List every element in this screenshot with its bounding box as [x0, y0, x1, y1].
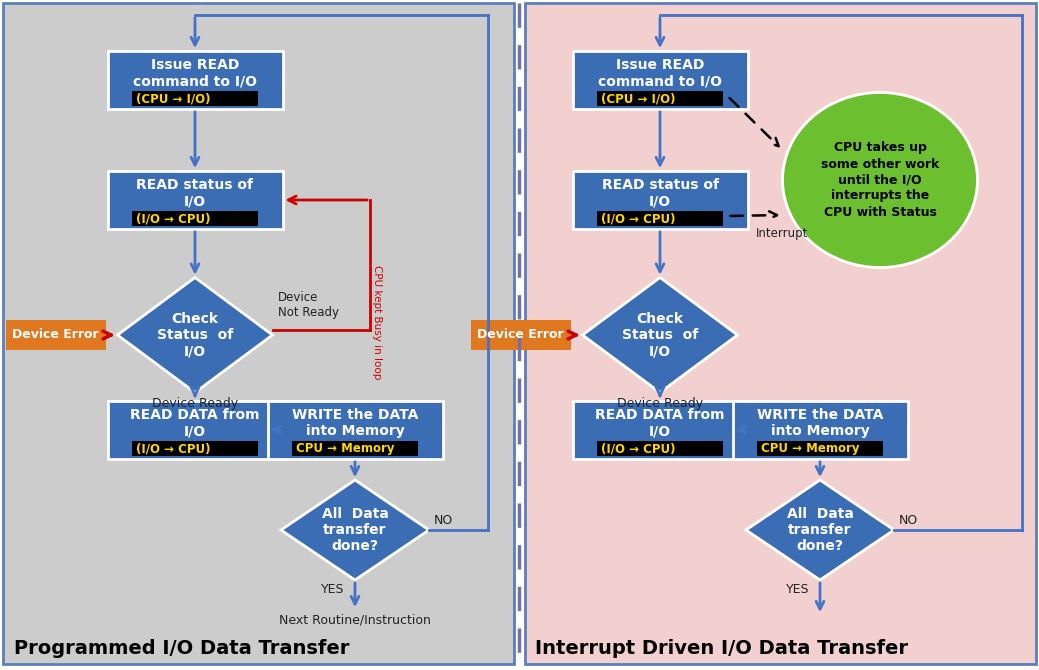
Text: CPU kept Busy in loop: CPU kept Busy in loop [372, 265, 382, 379]
FancyBboxPatch shape [132, 441, 258, 456]
Text: Issue READ
command to I/O: Issue READ command to I/O [133, 58, 257, 88]
Text: NO: NO [434, 513, 453, 527]
Text: Interrupt: Interrupt [755, 227, 808, 240]
Text: Issue READ
command to I/O: Issue READ command to I/O [598, 58, 722, 88]
Text: CPU → Memory: CPU → Memory [761, 442, 859, 455]
FancyBboxPatch shape [107, 51, 283, 109]
Text: Next Routine/Instruction: Next Routine/Instruction [279, 614, 431, 626]
Text: Check
Status  of
I/O: Check Status of I/O [157, 312, 233, 358]
Text: YES: YES [787, 583, 809, 596]
Text: (CPU → I/O): (CPU → I/O) [601, 92, 675, 105]
Text: Device
Not Ready: Device Not Ready [277, 291, 339, 319]
Text: (I/O → CPU): (I/O → CPU) [601, 212, 675, 225]
FancyBboxPatch shape [572, 401, 747, 459]
FancyBboxPatch shape [107, 171, 283, 229]
Polygon shape [746, 480, 894, 580]
FancyBboxPatch shape [732, 401, 907, 459]
Text: All  Data
transfer
done?: All Data transfer done? [787, 507, 853, 553]
Text: READ DATA from
I/O: READ DATA from I/O [130, 408, 260, 438]
Text: Device Error: Device Error [12, 328, 99, 342]
Text: WRITE the DATA
into Memory: WRITE the DATA into Memory [756, 408, 883, 438]
FancyBboxPatch shape [3, 3, 514, 664]
Text: Programmed I/O Data Transfer: Programmed I/O Data Transfer [14, 639, 349, 658]
Text: WRITE the DATA
into Memory: WRITE the DATA into Memory [292, 408, 418, 438]
Text: READ status of
I/O: READ status of I/O [136, 178, 254, 208]
Text: Device Ready: Device Ready [617, 397, 703, 409]
FancyBboxPatch shape [597, 211, 723, 226]
FancyBboxPatch shape [292, 441, 418, 456]
Text: (CPU → I/O): (CPU → I/O) [136, 92, 211, 105]
Text: Device Ready: Device Ready [152, 397, 238, 409]
Text: Device Error: Device Error [477, 328, 564, 342]
FancyBboxPatch shape [471, 320, 570, 350]
FancyBboxPatch shape [525, 3, 1036, 664]
Text: READ DATA from
I/O: READ DATA from I/O [595, 408, 725, 438]
Text: CPU takes up
some other work
until the I/O
interrupts the
CPU with Status: CPU takes up some other work until the I… [821, 141, 939, 218]
Text: (I/O → CPU): (I/O → CPU) [136, 442, 211, 455]
FancyBboxPatch shape [132, 91, 258, 106]
Polygon shape [117, 277, 272, 393]
Text: (I/O → CPU): (I/O → CPU) [601, 442, 675, 455]
Text: CPU → Memory: CPU → Memory [296, 442, 395, 455]
Ellipse shape [782, 92, 978, 267]
FancyBboxPatch shape [572, 51, 747, 109]
FancyBboxPatch shape [267, 401, 443, 459]
FancyBboxPatch shape [757, 441, 883, 456]
Text: All  Data
transfer
done?: All Data transfer done? [321, 507, 389, 553]
Text: (I/O → CPU): (I/O → CPU) [136, 212, 211, 225]
FancyBboxPatch shape [572, 171, 747, 229]
Text: NO: NO [899, 513, 918, 527]
Polygon shape [583, 277, 738, 393]
Text: Check
Status  of
I/O: Check Status of I/O [622, 312, 698, 358]
FancyBboxPatch shape [5, 320, 106, 350]
FancyBboxPatch shape [132, 211, 258, 226]
FancyBboxPatch shape [597, 91, 723, 106]
FancyBboxPatch shape [597, 441, 723, 456]
Text: Interrupt Driven I/O Data Transfer: Interrupt Driven I/O Data Transfer [535, 639, 908, 658]
FancyBboxPatch shape [107, 401, 283, 459]
Text: READ status of
I/O: READ status of I/O [602, 178, 719, 208]
Polygon shape [281, 480, 429, 580]
Text: YES: YES [321, 583, 345, 596]
